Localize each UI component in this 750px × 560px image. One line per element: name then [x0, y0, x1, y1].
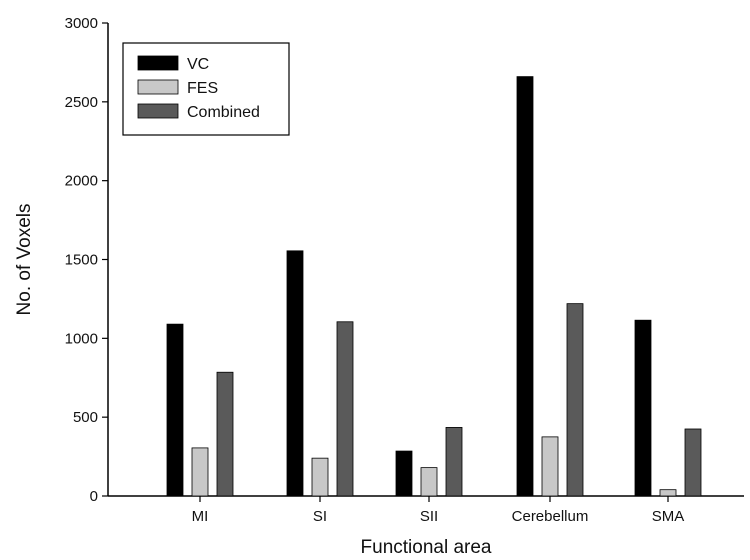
y-tick-label: 0 [90, 488, 98, 505]
bar-combined-si [336, 321, 354, 497]
legend-label-vc: VC [187, 56, 209, 73]
bar-fes-si [311, 457, 329, 497]
bar-combined-cerebellum [566, 303, 584, 497]
x-axis-title: Functional area [361, 537, 492, 558]
x-tick-label: Cerebellum [512, 508, 589, 525]
bar-vc-sii [395, 450, 413, 497]
bar-vc-mi [166, 323, 184, 497]
x-axis-ticks: MI SI SII Cerebellum SMA [192, 496, 685, 525]
bar-vc-si [286, 250, 304, 497]
y-tick-label: 3000 [65, 15, 98, 32]
bar-vc-cerebellum [516, 76, 534, 497]
y-axis-title: No. of Voxels [14, 204, 35, 316]
x-tick-label: SII [420, 508, 438, 525]
bars [166, 76, 702, 497]
x-tick-label: SI [313, 508, 327, 525]
bar-fes-sii [420, 467, 438, 497]
bar-fes-cerebellum [541, 436, 559, 497]
legend-swatch-vc [137, 55, 179, 71]
y-tick-label: 500 [73, 409, 98, 426]
legend: VC FES Combined [122, 42, 290, 136]
y-tick-label: 1500 [65, 252, 98, 269]
y-tick-label: 2500 [65, 94, 98, 111]
bar-combined-sii [445, 427, 463, 497]
bar-fes-mi [191, 447, 209, 497]
bar-combined-mi [216, 371, 234, 497]
legend-label-fes: FES [187, 80, 218, 97]
legend-swatch-combined [137, 103, 179, 119]
legend-swatch-fes [137, 79, 179, 95]
y-tick-label: 2000 [65, 173, 98, 190]
x-tick-label: MI [192, 508, 209, 525]
legend-label-combined: Combined [187, 104, 260, 121]
x-tick-label: SMA [652, 508, 685, 525]
bar-fes-sma [659, 489, 677, 497]
bar-vc-sma [634, 319, 652, 497]
bar-combined-sma [684, 428, 702, 497]
y-tick-label: 1000 [65, 330, 98, 347]
y-axis-ticks: 0 500 1000 1500 2000 2500 3000 [65, 15, 108, 505]
